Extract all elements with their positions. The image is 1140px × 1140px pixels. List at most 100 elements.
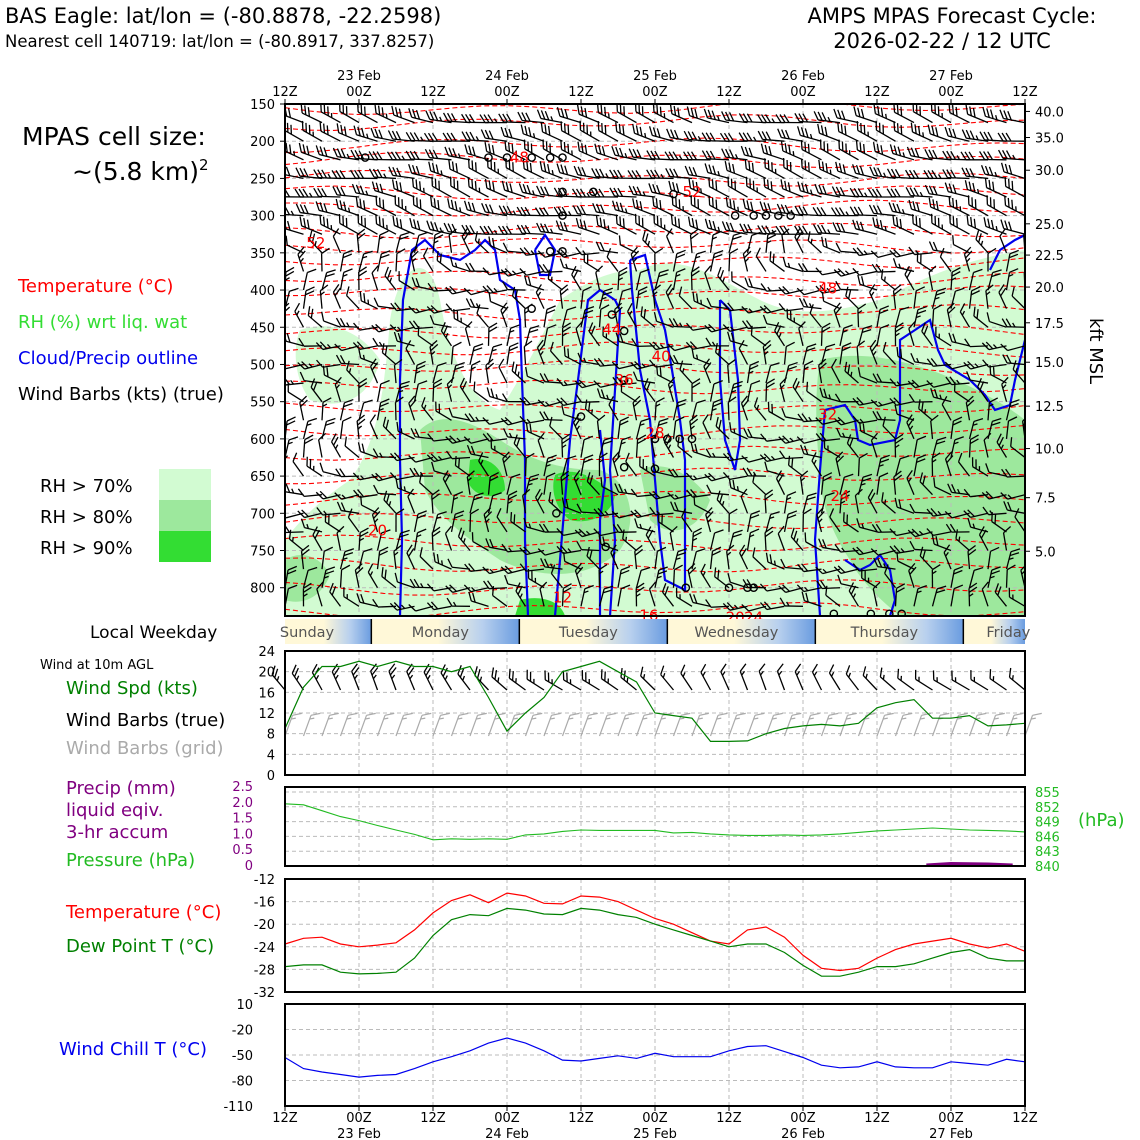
barb-flag xyxy=(331,663,339,673)
barb-shaft xyxy=(470,587,489,593)
wind-barb xyxy=(426,453,452,463)
wind-barb xyxy=(506,324,520,346)
barb-flag xyxy=(471,179,474,189)
barb-flag xyxy=(301,361,309,369)
barb-flag xyxy=(549,143,552,153)
chart-subtitle: Nearest cell 140719: lat/lon = (-80.8917… xyxy=(5,32,434,51)
wind-barb xyxy=(469,508,479,532)
wind-barb xyxy=(429,315,452,328)
barb-flag xyxy=(540,186,546,196)
barb-shaft xyxy=(543,328,549,346)
barb-flag xyxy=(687,216,691,226)
barb-shaft xyxy=(881,278,896,291)
barb-flag xyxy=(426,583,435,592)
barb-half xyxy=(367,299,370,305)
wind-barb xyxy=(413,380,428,402)
barb-flag xyxy=(396,421,399,432)
wind-barb xyxy=(302,434,314,458)
barb-half xyxy=(322,403,328,407)
barb-flag xyxy=(544,223,550,233)
barb-flag xyxy=(357,442,362,452)
wind-barb xyxy=(358,399,373,421)
barb-flag xyxy=(469,262,476,272)
wind-barb xyxy=(560,470,570,495)
wind-barb xyxy=(408,108,434,124)
barb-shaft xyxy=(877,270,896,273)
barb-shaft xyxy=(407,496,416,514)
barb-shaft xyxy=(341,345,360,352)
temperature-label: 36 xyxy=(615,371,634,389)
wind-barb xyxy=(536,185,563,198)
barb-flag xyxy=(471,532,474,542)
barb-flag xyxy=(431,132,439,142)
kft-tick-label: 20.0 xyxy=(1035,281,1064,296)
barb-flag xyxy=(566,455,577,460)
barb-half xyxy=(485,518,490,523)
wind-barb xyxy=(321,311,341,328)
barb-flag xyxy=(474,181,477,191)
wind-barb xyxy=(537,432,545,458)
pressure-tick-label: 250 xyxy=(250,172,275,187)
temperature-label: 44 xyxy=(602,320,621,338)
barb-shaft xyxy=(376,253,382,272)
barb-half xyxy=(463,538,466,544)
barb-flag xyxy=(326,417,336,423)
legend-rh80-swatch xyxy=(159,500,211,531)
barb-flag xyxy=(340,502,346,512)
barb-flag xyxy=(302,144,306,154)
barb-shaft xyxy=(469,495,476,514)
barb-shaft xyxy=(823,300,841,310)
wind-barb xyxy=(556,163,582,180)
barb-flag xyxy=(487,114,494,123)
barb-flag xyxy=(392,167,398,177)
wind-barb xyxy=(287,382,304,403)
wind-barb xyxy=(445,303,471,312)
barb-flag xyxy=(566,306,577,311)
barb-half xyxy=(290,210,295,216)
barb-shaft xyxy=(526,283,545,291)
barb-flag xyxy=(266,188,271,196)
barb-flag xyxy=(335,317,342,327)
barb-shaft xyxy=(394,402,397,421)
barb-flag xyxy=(438,403,441,414)
barb-shaft xyxy=(543,309,548,328)
barb-flag xyxy=(370,358,377,367)
barb-shaft xyxy=(310,386,323,403)
barb-flag xyxy=(393,331,398,342)
wind-barb xyxy=(410,427,434,440)
barb-flag xyxy=(289,144,292,154)
legend-pressure: Pressure (hPa) xyxy=(66,850,195,871)
barb-shaft xyxy=(452,265,471,273)
wind-barb xyxy=(463,436,489,444)
wind-barb xyxy=(597,121,619,142)
barb-flag xyxy=(529,423,532,434)
barb-flag xyxy=(336,148,342,158)
barb-flag xyxy=(379,402,389,408)
barb-flag xyxy=(416,364,426,370)
temperature-label: 52 xyxy=(306,234,325,252)
top-date-label: 27 Feb xyxy=(929,69,973,84)
barb-flag xyxy=(285,142,288,153)
barb-flag xyxy=(429,315,435,325)
barb-flag xyxy=(436,554,440,564)
barb-half xyxy=(388,501,392,507)
barb-flag xyxy=(342,253,352,259)
wind-barb xyxy=(308,230,323,254)
barb-shaft xyxy=(285,148,286,161)
barb-flag xyxy=(506,113,513,123)
barb-flag xyxy=(511,144,514,154)
barb-flag xyxy=(468,563,476,572)
barb-flag xyxy=(468,413,476,422)
barb-flag xyxy=(460,530,465,540)
barb-flag xyxy=(357,489,365,498)
barb-flag xyxy=(379,230,389,236)
barb-flag xyxy=(300,399,308,408)
barb-shaft xyxy=(550,350,563,365)
barb-shaft xyxy=(423,255,434,272)
barb-flag xyxy=(342,416,352,422)
barb-flag xyxy=(471,160,474,170)
wind-barb xyxy=(331,663,342,691)
wind-barb xyxy=(482,432,508,442)
top-time-label: 00Z xyxy=(938,85,964,100)
barb-flag xyxy=(542,263,550,273)
